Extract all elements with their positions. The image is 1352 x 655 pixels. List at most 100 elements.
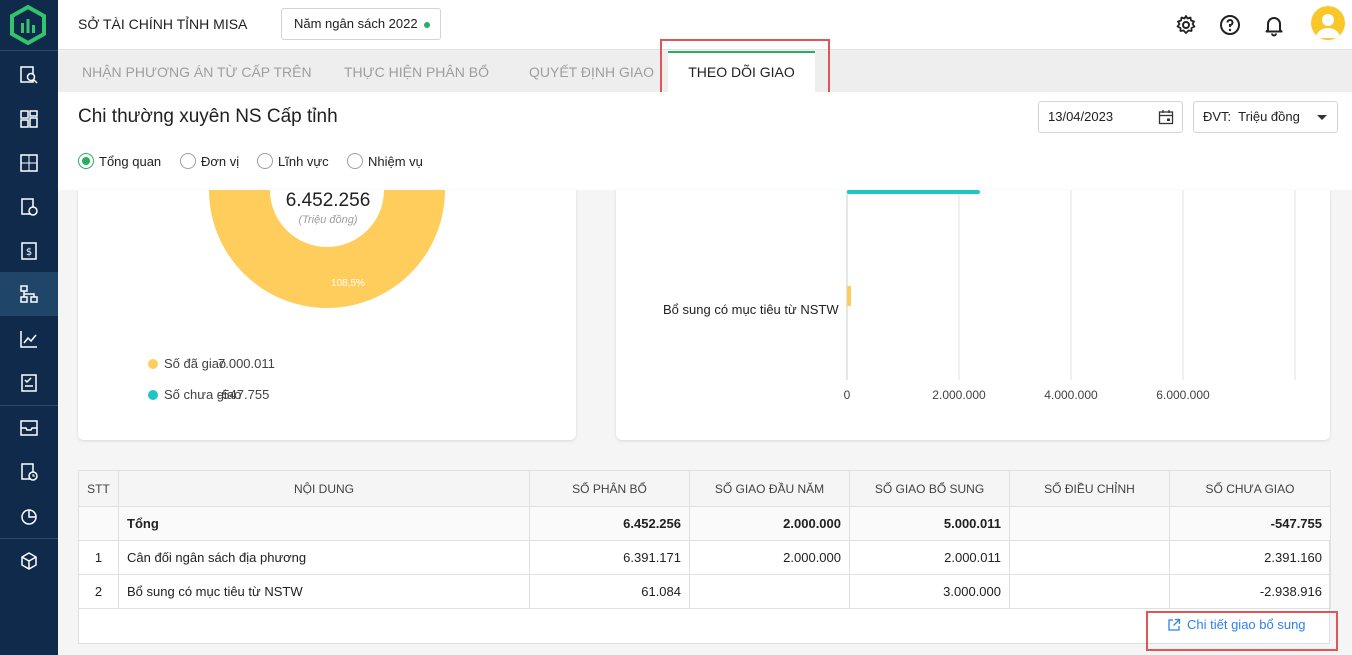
calculator-icon bbox=[20, 154, 38, 172]
radio-label: Đơn vị bbox=[201, 153, 240, 169]
sidebar-item-package[interactable] bbox=[0, 539, 58, 583]
column-header[interactable]: SỐ GIAO ĐẦU NĂM bbox=[689, 470, 850, 507]
radio-field[interactable]: Lĩnh vực bbox=[257, 153, 329, 169]
chevron-down-icon bbox=[1317, 115, 1327, 120]
radio-unit[interactable]: Đơn vị bbox=[180, 153, 239, 169]
axis-tick-label: 0 bbox=[843, 388, 851, 402]
help-icon[interactable] bbox=[1218, 13, 1242, 37]
donut-total-value: 6.452.256 bbox=[285, 190, 371, 211]
legend-item-assigned[interactable]: Số đã giao 7.000.011 bbox=[148, 356, 275, 371]
radio-label: Tổng quan bbox=[99, 153, 162, 169]
column-header[interactable]: SỐ PHÂN BỔ bbox=[529, 470, 690, 507]
legend-item-unassigned[interactable]: Số chưa giao -547.755 bbox=[148, 387, 269, 402]
column-header[interactable]: STT bbox=[78, 470, 119, 507]
legend-value: -547.755 bbox=[218, 387, 270, 402]
legend-label: Số chưa giao bbox=[164, 387, 242, 402]
sidebar-item-dashboard[interactable] bbox=[0, 97, 58, 141]
highlight-box-link bbox=[1146, 611, 1338, 651]
budget-year-label: Năm ngân sách 2022 bbox=[294, 16, 418, 31]
budget-year-selector[interactable]: Năm ngân sách 2022 bbox=[281, 8, 441, 40]
user-avatar-icon bbox=[1316, 14, 1340, 38]
cube-icon bbox=[21, 552, 37, 570]
column-header[interactable]: SỐ GIAO BỔ SUNG bbox=[849, 470, 1010, 507]
radio-button[interactable] bbox=[78, 153, 94, 169]
summary-table: STT NỘI DUNG SỐ PHÂN BỔ SỐ GIAO ĐẦU NĂM … bbox=[78, 470, 1331, 609]
sidebar-item-report-chart[interactable] bbox=[0, 317, 58, 361]
sidebar-item-calculator[interactable] bbox=[0, 141, 58, 185]
donut-chart-card: 6.452.256 (Triệu đồng) 108,5% Số đã giao… bbox=[78, 190, 576, 440]
table-total-row[interactable]: Tổng 6.452.256 2.000.000 5.000.011 -547.… bbox=[78, 506, 1331, 541]
tab-receive-plan[interactable]: NHẬN PHƯƠNG ÁN TỪ CẤP TRÊN bbox=[82, 64, 312, 80]
sidebar-item-inbox[interactable] bbox=[0, 406, 58, 450]
external-link-icon bbox=[1168, 618, 1181, 631]
bar-category-label: Bổ sung có mục tiêu từ NSTW bbox=[663, 302, 839, 317]
bell-icon[interactable] bbox=[1262, 13, 1286, 37]
sidebar-item-allocation[interactable] bbox=[0, 272, 58, 316]
table-cell: -547.755 bbox=[1169, 506, 1331, 541]
sidebar-item-history[interactable] bbox=[0, 185, 58, 229]
main-content: Chi thường xuyên NS Cấp tỉnh 13/04/2023 … bbox=[58, 92, 1352, 655]
unit-select[interactable]: ĐVT: Triệu đồng bbox=[1193, 101, 1338, 133]
bar-chart bbox=[846, 190, 1296, 380]
legend-value: 7.000.011 bbox=[218, 356, 275, 371]
column-header[interactable]: NỘI DUNG bbox=[118, 470, 530, 507]
table-cell: 6.452.256 bbox=[529, 506, 690, 541]
tab-assignment-decision[interactable]: QUYẾT ĐỊNH GIAO bbox=[529, 64, 654, 80]
table-cell bbox=[1009, 574, 1170, 609]
sidebar-divider bbox=[0, 405, 58, 406]
table-cell: Bổ sung có mục tiêu từ NSTW bbox=[118, 574, 530, 609]
table-cell bbox=[1009, 540, 1170, 575]
inbox-icon bbox=[20, 420, 38, 436]
radio-button[interactable] bbox=[347, 153, 363, 169]
org-name: SỞ TÀI CHÍNH TỈNH MISA bbox=[78, 16, 248, 32]
detail-link-label: Chi tiết giao bổ sung bbox=[1187, 617, 1306, 632]
page-title: Chi thường xuyên NS Cấp tỉnh bbox=[78, 106, 338, 127]
gear-icon[interactable] bbox=[1174, 13, 1198, 37]
table-cell: -2.938.916 bbox=[1169, 574, 1331, 609]
date-picker[interactable]: 13/04/2023 bbox=[1038, 101, 1183, 133]
bar-unassigned bbox=[847, 190, 980, 194]
table-cell: 3.000.000 bbox=[849, 574, 1010, 609]
table-row[interactable]: 1 Cân đối ngân sách địa phương 6.391.171… bbox=[78, 540, 1331, 575]
document-timer-icon bbox=[21, 463, 38, 481]
tab-perform-allocation[interactable]: THỰC HIỆN PHÂN BỔ bbox=[344, 64, 489, 80]
donut-chart bbox=[209, 190, 445, 308]
detail-supplement-link[interactable]: Chi tiết giao bổ sung bbox=[1167, 617, 1306, 632]
table-cell: 61.084 bbox=[529, 574, 690, 609]
table-cell: 2.391.160 bbox=[1169, 540, 1331, 575]
bar-assigned bbox=[847, 286, 851, 306]
radio-button[interactable] bbox=[180, 153, 196, 169]
app-logo-icon[interactable] bbox=[8, 4, 48, 46]
table-cell: 2.000.000 bbox=[689, 506, 850, 541]
sidebar-item-pie-report[interactable] bbox=[0, 494, 58, 538]
axis-tick-label: 4.000.000 bbox=[1044, 388, 1098, 402]
radio-task[interactable]: Nhiệm vụ bbox=[347, 153, 423, 169]
sidebar-item-schedule[interactable] bbox=[0, 450, 58, 494]
avatar[interactable] bbox=[1311, 6, 1345, 40]
radio-button[interactable] bbox=[257, 153, 273, 169]
sidebar-item-checklist[interactable] bbox=[0, 361, 58, 405]
sidebar-divider bbox=[0, 50, 58, 51]
donut-segment-assigned bbox=[209, 190, 445, 308]
legend-dot bbox=[148, 358, 158, 369]
column-header[interactable]: SỐ ĐIỀU CHỈNH bbox=[1009, 470, 1170, 507]
calendar-icon[interactable] bbox=[1158, 109, 1174, 125]
status-dot bbox=[424, 22, 430, 28]
sidebar-item-finance[interactable]: $ bbox=[0, 229, 58, 273]
table-cell bbox=[1009, 506, 1170, 541]
table-row[interactable]: 2 Bổ sung có mục tiêu từ NSTW 61.084 3.0… bbox=[78, 574, 1331, 609]
main-tabs: NHẬN PHƯƠNG ÁN TỪ CẤP TRÊN THỰC HIỆN PHÂ… bbox=[58, 51, 1352, 92]
table-cell bbox=[78, 506, 119, 541]
document-search-icon bbox=[20, 66, 38, 84]
column-header[interactable]: SỐ CHƯA GIAO bbox=[1169, 470, 1331, 507]
table-cell: 5.000.011 bbox=[849, 506, 1010, 541]
bar-chart-card: Bổ sung có mục tiêu từ NSTW 0 2.000.000 … bbox=[616, 190, 1330, 440]
checklist-icon bbox=[21, 374, 37, 392]
sidebar: $ bbox=[0, 0, 58, 655]
sidebar-item-search[interactable] bbox=[0, 53, 58, 97]
tab-track-assignment[interactable]: THEO DÕI GIAO bbox=[668, 51, 815, 92]
document-clock-icon bbox=[21, 198, 38, 216]
radio-overview[interactable]: Tổng quan bbox=[78, 153, 161, 169]
date-value: 13/04/2023 bbox=[1048, 109, 1114, 124]
axis-tick-label: 6.000.000 bbox=[1156, 388, 1210, 402]
